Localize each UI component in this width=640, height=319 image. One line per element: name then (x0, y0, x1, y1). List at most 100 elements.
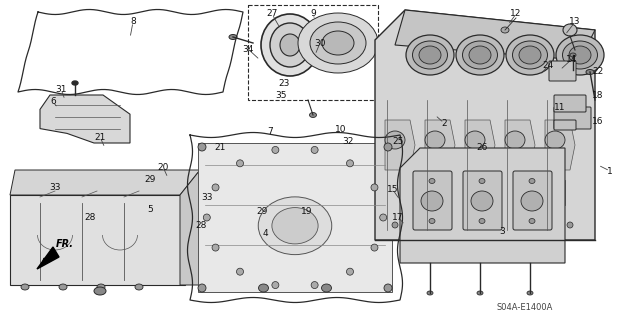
Text: 4: 4 (262, 229, 268, 239)
Text: 3: 3 (499, 226, 505, 235)
Text: 14: 14 (566, 55, 578, 63)
Text: 15: 15 (387, 186, 399, 195)
Text: 5: 5 (147, 205, 153, 214)
Ellipse shape (462, 222, 468, 228)
Ellipse shape (563, 41, 598, 69)
Ellipse shape (94, 287, 106, 295)
Text: 9: 9 (310, 10, 316, 19)
Ellipse shape (513, 41, 547, 69)
Ellipse shape (505, 131, 525, 149)
Text: 18: 18 (592, 92, 604, 100)
Ellipse shape (259, 284, 269, 292)
Ellipse shape (477, 291, 483, 295)
Polygon shape (40, 95, 130, 143)
Ellipse shape (501, 27, 509, 33)
Ellipse shape (569, 46, 591, 64)
Text: 6: 6 (50, 98, 56, 107)
Ellipse shape (567, 222, 573, 228)
Ellipse shape (59, 284, 67, 290)
Ellipse shape (556, 35, 604, 75)
Text: 19: 19 (301, 207, 313, 217)
Text: 26: 26 (476, 144, 488, 152)
Ellipse shape (465, 131, 485, 149)
Ellipse shape (310, 113, 317, 117)
FancyBboxPatch shape (554, 107, 591, 129)
Ellipse shape (311, 146, 318, 153)
Ellipse shape (346, 268, 353, 275)
Text: FR.: FR. (56, 239, 74, 249)
Ellipse shape (135, 284, 143, 290)
Polygon shape (545, 120, 575, 170)
Text: 30: 30 (314, 39, 326, 48)
Text: 29: 29 (144, 175, 156, 184)
Text: S04A-E1400A: S04A-E1400A (497, 303, 553, 313)
Bar (198, 143, 392, 292)
Ellipse shape (529, 179, 535, 183)
Text: 33: 33 (201, 194, 212, 203)
FancyBboxPatch shape (554, 95, 586, 112)
Bar (400, 180, 445, 205)
FancyBboxPatch shape (463, 171, 502, 230)
Polygon shape (385, 120, 415, 170)
Ellipse shape (413, 41, 447, 69)
Ellipse shape (261, 14, 319, 76)
Ellipse shape (529, 219, 535, 224)
Ellipse shape (456, 35, 504, 75)
Text: 17: 17 (392, 212, 404, 221)
Ellipse shape (392, 222, 398, 228)
Ellipse shape (346, 160, 353, 167)
Ellipse shape (280, 34, 300, 56)
Ellipse shape (198, 143, 206, 151)
Text: 28: 28 (195, 220, 207, 229)
Text: 29: 29 (256, 207, 268, 217)
Ellipse shape (463, 41, 497, 69)
Ellipse shape (532, 222, 538, 228)
Ellipse shape (310, 22, 366, 64)
Ellipse shape (384, 284, 392, 292)
Polygon shape (400, 148, 565, 263)
Ellipse shape (212, 184, 219, 191)
Ellipse shape (384, 143, 392, 151)
Polygon shape (505, 120, 535, 170)
Bar (460, 180, 505, 205)
Ellipse shape (471, 191, 493, 211)
Text: 2: 2 (441, 118, 447, 128)
Ellipse shape (563, 24, 577, 36)
Text: 22: 22 (593, 68, 604, 77)
Ellipse shape (545, 131, 565, 149)
Text: 7: 7 (267, 128, 273, 137)
Text: 31: 31 (55, 85, 67, 93)
Ellipse shape (427, 291, 433, 295)
Ellipse shape (204, 214, 211, 221)
Ellipse shape (259, 197, 332, 255)
Ellipse shape (229, 34, 237, 40)
Text: 33: 33 (49, 182, 61, 191)
Ellipse shape (385, 131, 405, 149)
Text: 8: 8 (130, 18, 136, 26)
Text: 27: 27 (266, 10, 278, 19)
Ellipse shape (270, 23, 310, 67)
Ellipse shape (421, 191, 443, 211)
Ellipse shape (570, 53, 576, 57)
Text: 35: 35 (275, 92, 287, 100)
Ellipse shape (586, 70, 594, 75)
Polygon shape (465, 120, 495, 170)
Ellipse shape (429, 179, 435, 183)
Polygon shape (425, 120, 455, 170)
Polygon shape (37, 247, 59, 269)
Text: 16: 16 (592, 116, 604, 125)
Ellipse shape (311, 282, 318, 289)
Ellipse shape (21, 284, 29, 290)
Ellipse shape (272, 282, 279, 289)
Ellipse shape (479, 219, 485, 224)
FancyBboxPatch shape (554, 120, 576, 130)
Ellipse shape (371, 244, 378, 251)
Ellipse shape (212, 244, 219, 251)
Bar (520, 180, 565, 205)
Text: 24: 24 (542, 62, 554, 70)
Text: 28: 28 (84, 213, 96, 222)
Ellipse shape (272, 208, 318, 244)
Text: 11: 11 (554, 103, 566, 113)
Text: 32: 32 (342, 137, 354, 146)
Text: 34: 34 (243, 44, 253, 54)
